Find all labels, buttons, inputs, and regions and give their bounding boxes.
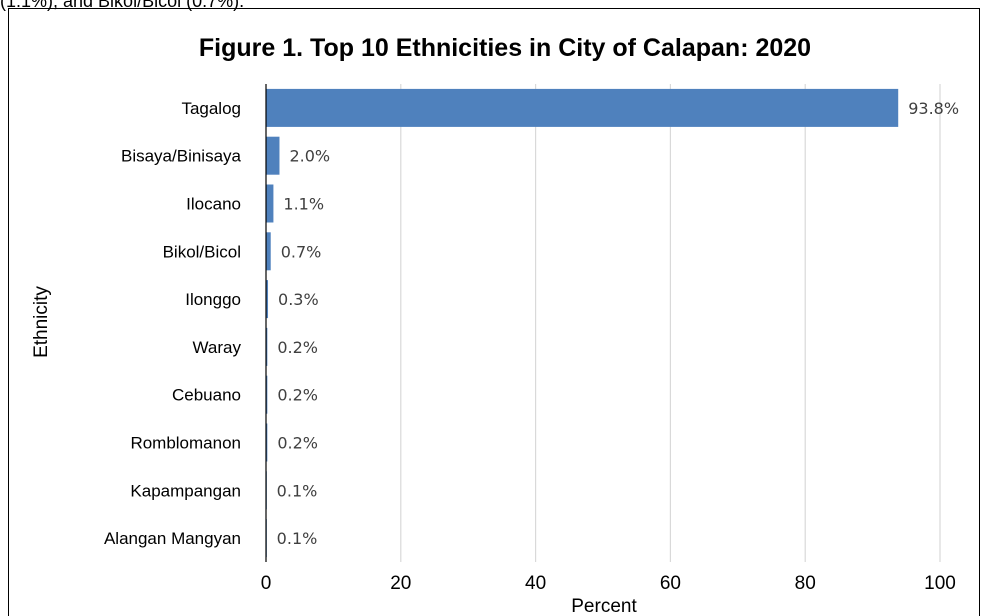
bar bbox=[266, 327, 268, 366]
x-axis-title: Percent bbox=[571, 596, 637, 616]
data-label: 93.8% bbox=[908, 99, 959, 118]
data-label: 0.2% bbox=[277, 338, 318, 357]
data-label: 1.1% bbox=[283, 195, 324, 214]
data-labels: 93.8% 2.0% 1.1% 0.7% 0.3% 0.2% 0.2% 0.2% 0.1% 0.1… bbox=[277, 99, 959, 548]
y-axis-title: Ethnicity bbox=[31, 286, 52, 358]
bar bbox=[266, 232, 271, 271]
x-tick-label: 40 bbox=[525, 573, 546, 594]
category-label: Cebuano bbox=[172, 386, 241, 405]
data-label: 0.2% bbox=[277, 434, 318, 453]
data-label: 0.2% bbox=[277, 386, 318, 405]
category-labels: Tagalog Bisaya/Binisaya Ilocano Bikol/Bicol… bbox=[104, 99, 242, 548]
cut-off-paragraph-text: (1.1%), and Bikol/Bicol (0.7%). bbox=[0, 0, 245, 11]
category-label: Tagalog bbox=[181, 99, 241, 118]
data-label: 0.1% bbox=[277, 529, 318, 548]
bar bbox=[266, 280, 269, 319]
x-tick-label: 100 bbox=[924, 573, 956, 594]
bar bbox=[266, 136, 280, 175]
bar bbox=[266, 88, 899, 127]
category-label: Ilocano bbox=[186, 195, 241, 214]
category-label: Romblomanon bbox=[130, 434, 241, 453]
x-tick-labels: 0 20 40 60 80 100 bbox=[261, 573, 956, 594]
x-tick-label: 0 bbox=[261, 573, 272, 594]
category-label: Alangan Mangyan bbox=[104, 529, 241, 548]
category-label: Ilonggo bbox=[185, 290, 241, 309]
gridlines bbox=[400, 84, 941, 562]
data-label: 0.7% bbox=[281, 242, 322, 261]
x-tick-label: 60 bbox=[660, 573, 681, 594]
chart-frame bbox=[8, 8, 980, 616]
x-tick-label: 80 bbox=[795, 573, 816, 594]
data-label: 2.0% bbox=[289, 147, 330, 166]
bar bbox=[266, 423, 268, 462]
data-label: 0.3% bbox=[278, 290, 319, 309]
chart-title: Figure 1. Top 10 Ethnicities in City of … bbox=[199, 34, 811, 62]
bar bbox=[266, 375, 268, 414]
category-label: Waray bbox=[193, 338, 242, 357]
data-label: 0.1% bbox=[277, 481, 318, 500]
category-label: Bikol/Bicol bbox=[163, 242, 241, 261]
category-label: Kapampangan bbox=[130, 481, 241, 500]
bar bbox=[266, 184, 274, 223]
category-label: Bisaya/Binisaya bbox=[121, 147, 242, 166]
x-tick-label: 20 bbox=[390, 573, 411, 594]
bars bbox=[266, 88, 899, 558]
